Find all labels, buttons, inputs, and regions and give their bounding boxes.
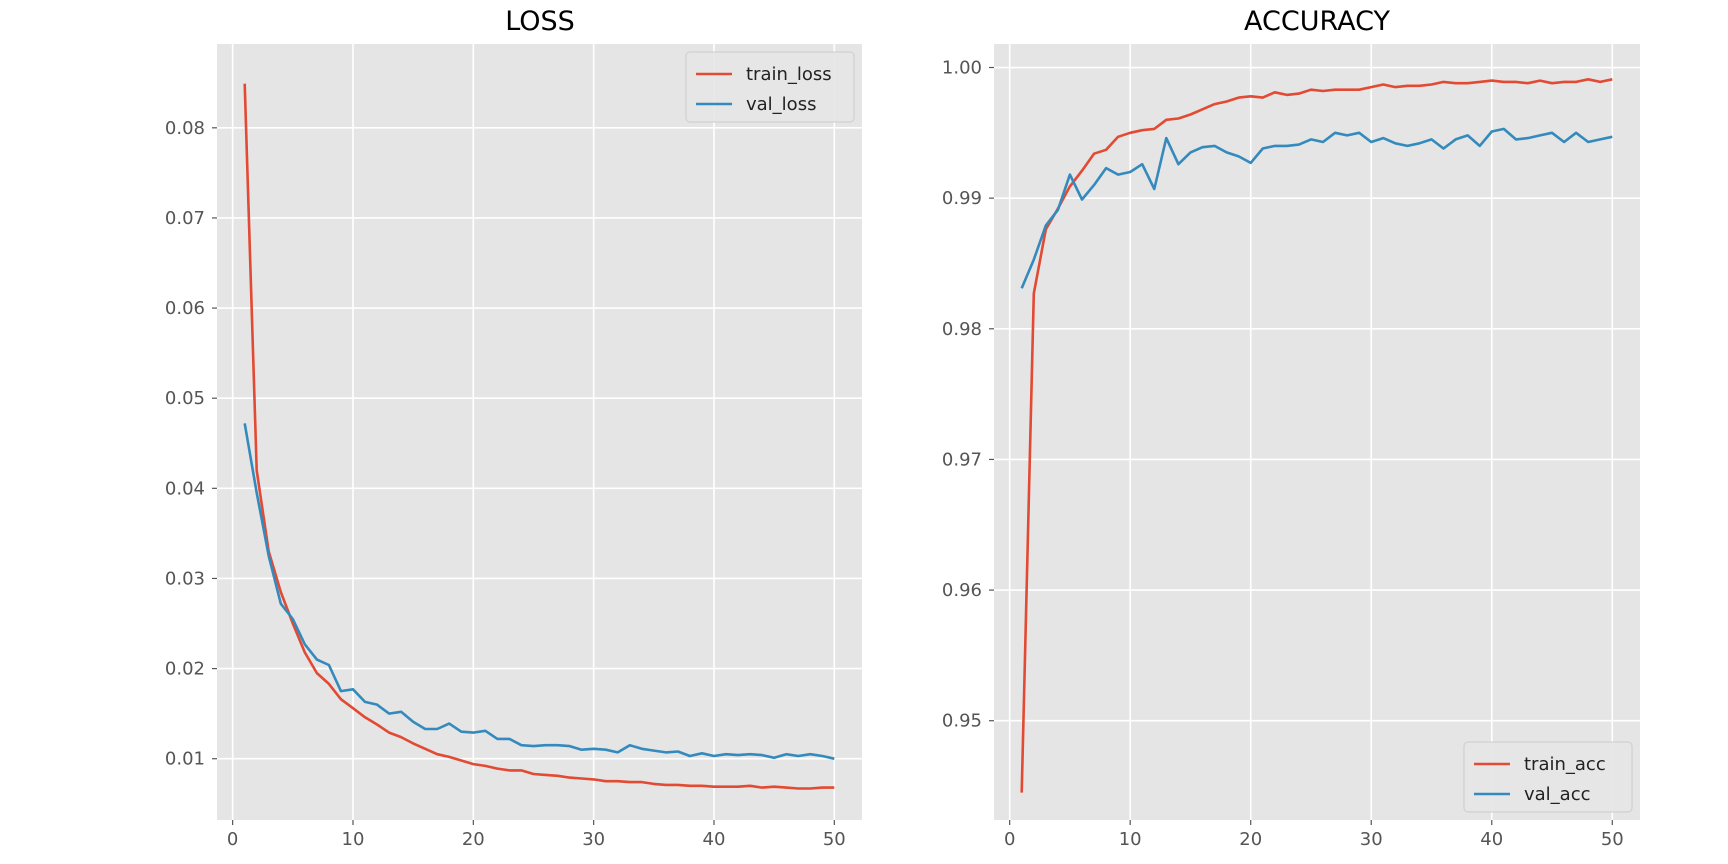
val-loss-line (243, 423, 835, 760)
loss-ytick-label: 0.01 (165, 749, 205, 770)
val-loss-legend-label: val_loss (746, 94, 816, 115)
accuracy-gridlines (994, 44, 1640, 820)
loss-ytick-label: 0.04 (165, 478, 205, 499)
val-acc-legend-label: val_acc (1524, 784, 1591, 805)
accuracy-panel: ACCURACY 0 10 20 30 40 50 0.95 0.96 0.97 0.98 0.99… (942, 6, 1640, 850)
accuracy-plot-area (994, 44, 1640, 820)
accuracy-ytick-label: 0.97 (942, 449, 982, 470)
loss-gridlines (217, 44, 862, 820)
loss-xtick-label: 20 (462, 829, 485, 850)
loss-panel: LOSS 0 10 20 30 40 50 0.01 0.02 0.03 0.04 0.05 0.06… (165, 6, 862, 850)
loss-ytick-label: 0.07 (165, 208, 205, 229)
loss-legend: train_loss val_loss (685, 51, 855, 123)
loss-ytick-label: 0.02 (165, 659, 205, 680)
accuracy-xtick-label: 40 (1480, 829, 1503, 850)
accuracy-xtick-label: 10 (1119, 829, 1142, 850)
accuracy-ytick-label: 0.95 (942, 711, 982, 732)
loss-title: LOSS (505, 6, 575, 37)
train-loss-legend-label: train_loss (746, 64, 832, 85)
train-loss-line (243, 83, 835, 790)
loss-xtick-label: 30 (582, 829, 605, 850)
accuracy-xtick-label: 30 (1360, 829, 1383, 850)
accuracy-legend: train_acc val_acc (1463, 741, 1633, 813)
loss-ytick-label: 0.06 (165, 298, 205, 319)
loss-plot-area (217, 44, 862, 820)
loss-xtick-label: 40 (703, 829, 726, 850)
loss-ytick-label: 0.03 (165, 568, 205, 589)
accuracy-ytick-label: 0.96 (942, 580, 982, 601)
accuracy-xtick-label: 0 (1004, 829, 1015, 850)
loss-ticks: 0 10 20 30 40 50 0.01 0.02 0.03 0.04 0.05 0.06 0.07 0… (165, 118, 846, 850)
loss-ytick-label: 0.05 (165, 388, 205, 409)
accuracy-xtick-label: 20 (1239, 829, 1262, 850)
loss-xtick-label: 0 (227, 829, 238, 850)
loss-series (243, 83, 835, 790)
accuracy-ticks: 0 10 20 30 40 50 0.95 0.96 0.97 0.98 0.99 1.00 (942, 58, 1624, 850)
accuracy-series (1020, 78, 1613, 793)
accuracy-xtick-label: 50 (1601, 829, 1624, 850)
train-acc-legend-label: train_acc (1524, 754, 1606, 775)
accuracy-ytick-label: 1.00 (942, 58, 982, 79)
accuracy-ytick-label: 0.98 (942, 319, 982, 340)
loss-ytick-label: 0.08 (165, 118, 205, 139)
train-acc-line (1020, 78, 1613, 793)
accuracy-ytick-label: 0.99 (942, 188, 982, 209)
val-acc-line (1020, 127, 1613, 289)
loss-xtick-label: 10 (342, 829, 365, 850)
accuracy-title: ACCURACY (1244, 6, 1391, 37)
loss-xtick-label: 50 (823, 829, 846, 850)
